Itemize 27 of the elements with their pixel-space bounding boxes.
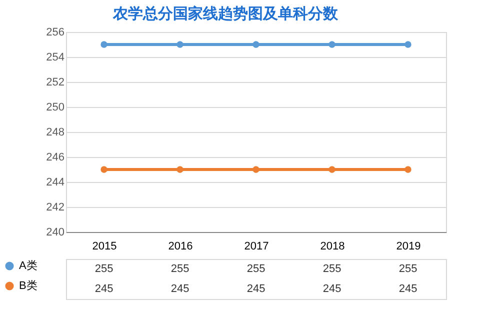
y-tick-label: 254: [46, 52, 64, 64]
legend-label: B类: [19, 279, 38, 292]
y-tick-label: 256: [46, 26, 64, 38]
y-tick-label: 250: [46, 102, 64, 114]
data-label: 245: [246, 283, 266, 295]
data-label: 255: [170, 263, 190, 275]
x-tick-label: 2016: [168, 240, 193, 252]
y-tick-label: 242: [46, 202, 64, 214]
data-label: 255: [94, 263, 114, 275]
x-tick-label: 2017: [244, 240, 269, 252]
data-label: 245: [398, 283, 418, 295]
y-tick-label: 246: [46, 152, 64, 164]
x-tick-label: 2018: [320, 240, 345, 252]
data-label: 245: [322, 283, 342, 295]
data-label: 255: [322, 263, 342, 275]
chart-title: 农学总分国家线趋势图及单科分数: [112, 4, 339, 22]
x-tick-label: 2019: [396, 240, 421, 252]
data-label: 245: [94, 283, 114, 295]
data-label: 245: [170, 283, 190, 295]
y-tick-label: 240: [46, 226, 64, 238]
y-tick-label: 252: [46, 76, 64, 88]
data-label: 255: [398, 263, 418, 275]
y-tick-label: 244: [46, 176, 64, 188]
legend-label: A类: [19, 259, 38, 272]
data-label: 255: [246, 263, 266, 275]
y-tick-label: 248: [46, 126, 64, 138]
x-tick-label: 2015: [92, 240, 117, 252]
